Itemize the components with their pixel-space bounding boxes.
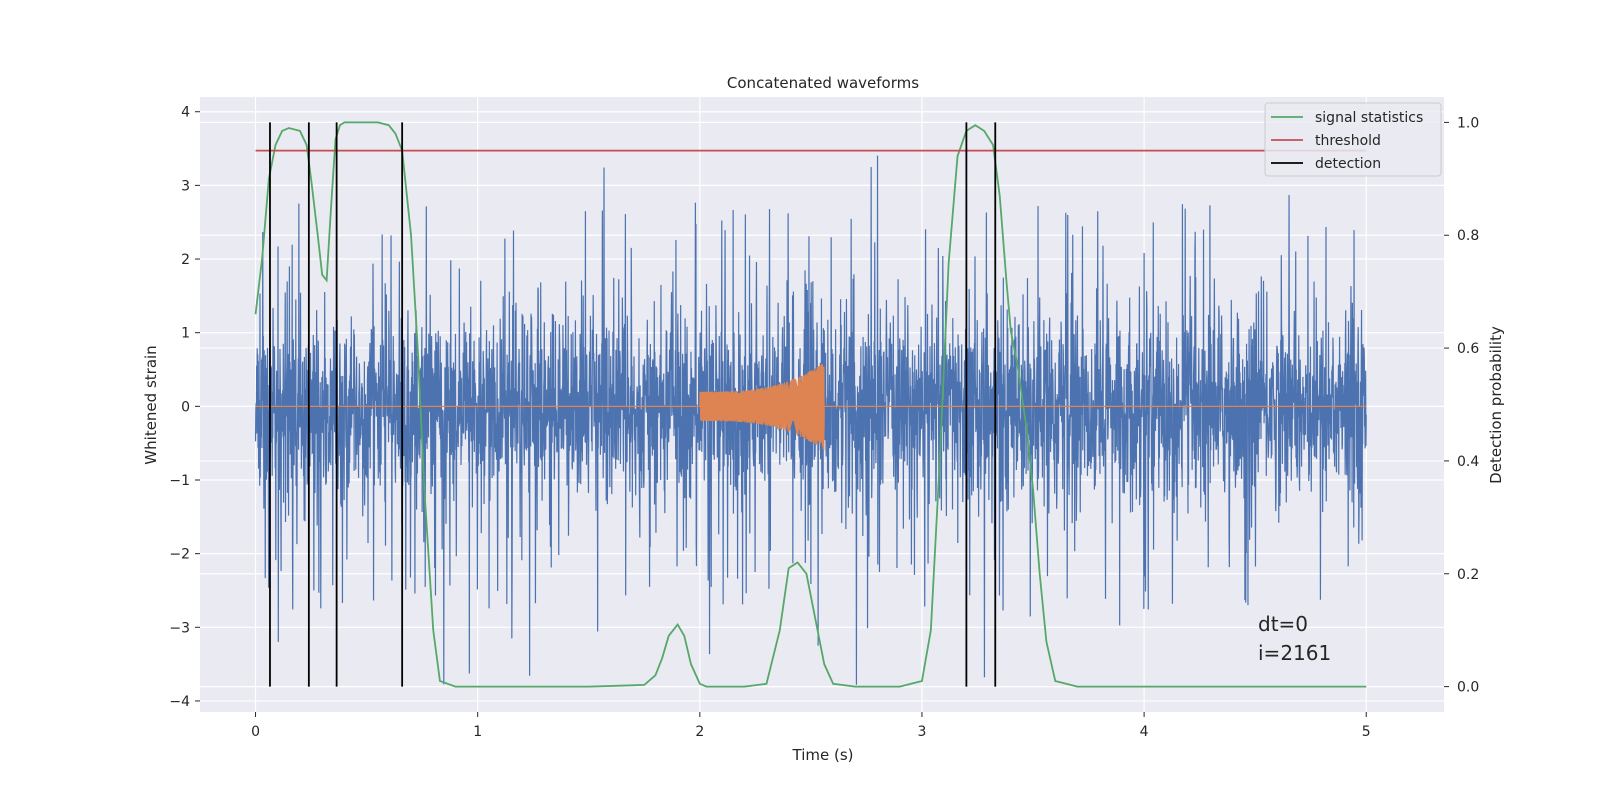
x-tick-label-5: 5 [1362, 724, 1371, 740]
x-tick-label-1: 1 [473, 724, 482, 740]
whitened-strain-series [254, 155, 1367, 685]
y-tick-label-8: 4 [181, 105, 190, 121]
injected-waveform-series [255, 363, 1367, 450]
detection-markers [269, 122, 997, 687]
y-tick-label-2: −2 [169, 547, 190, 563]
annotation-dt: dt=0 [1258, 612, 1308, 636]
x-axis-label: Time (s) [792, 746, 854, 764]
y2-tick-label-1: 0.2 [1457, 567, 1479, 583]
y-tick-label-1: −3 [169, 620, 190, 636]
y2-axis-label: Detection probability [1487, 326, 1505, 484]
y-tick-label-5: 1 [181, 326, 190, 342]
signal-statistics-series [254, 121, 1367, 688]
legend-box [1264, 102, 1442, 177]
x-tick-label-3: 3 [918, 724, 927, 740]
x-axis-ticks: 0 1 2 3 4 5 [251, 712, 1371, 740]
y-tick-label-0: −4 [169, 694, 190, 710]
legend-label-detection: detection [1315, 156, 1381, 172]
x-tick-label-4: 4 [1140, 724, 1149, 740]
legend-label-statistics: signal statistics [1315, 110, 1423, 126]
chart-title: Concatenated waveforms [727, 74, 919, 92]
y-tick-label-6: 2 [181, 252, 190, 268]
y-axis-label: Whitened strain [142, 345, 160, 464]
x-tick-label-0: 0 [251, 724, 260, 740]
y2-tick-label-0: 0.0 [1457, 680, 1479, 696]
y2-axis-ticks: 0.0 0.2 0.4 0.6 0.8 1.0 [1444, 115, 1479, 696]
annotation-index: i=2161 [1258, 641, 1331, 665]
y2-tick-label-3: 0.6 [1457, 341, 1479, 357]
y-tick-label-3: −1 [169, 473, 190, 489]
y2-tick-label-2: 0.4 [1457, 454, 1479, 470]
legend-label-threshold: threshold [1315, 133, 1381, 149]
x-tick-label-2: 2 [695, 724, 704, 740]
y-axis-ticks: −4 −3 −2 −1 0 1 2 3 4 [169, 105, 200, 710]
legend: signal statistics threshold detection [1264, 102, 1442, 177]
y2-tick-label-4: 0.8 [1457, 228, 1479, 244]
y-tick-label-4: 0 [181, 399, 190, 415]
y-tick-label-7: 3 [181, 178, 190, 194]
y2-tick-label-5: 1.0 [1457, 115, 1479, 131]
